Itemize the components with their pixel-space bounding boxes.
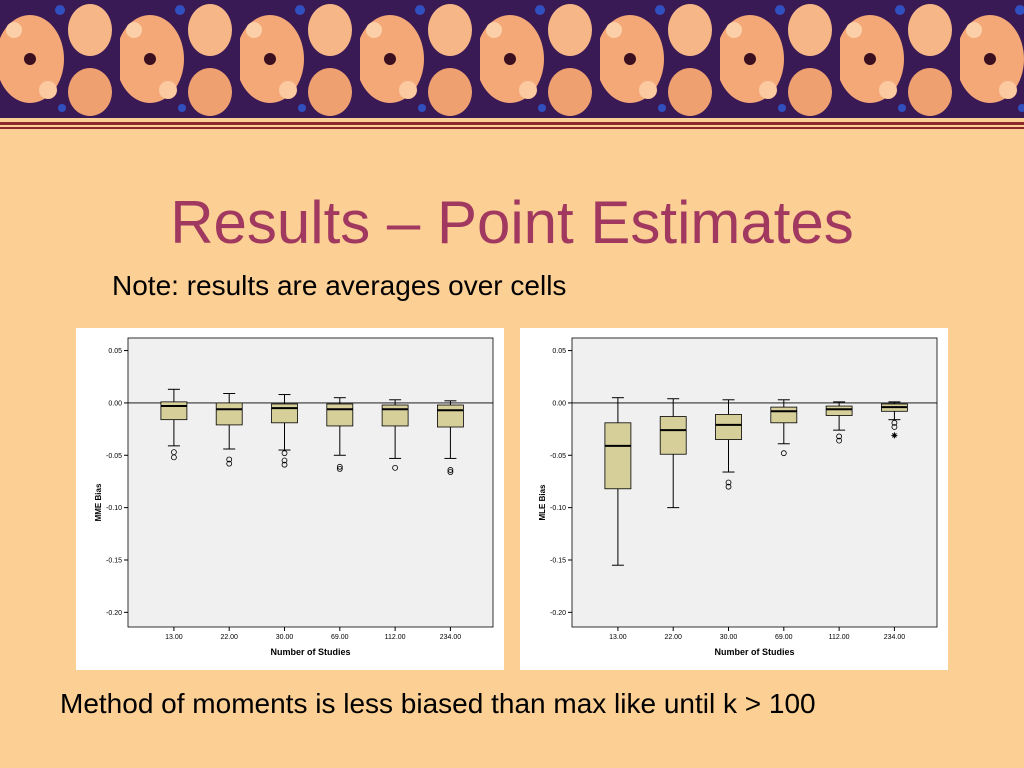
x-tick-label: 112.00 <box>829 634 850 641</box>
box <box>437 404 464 428</box>
outlier <box>725 479 732 486</box>
outlier <box>891 419 898 426</box>
y-tick-label: -0.05 <box>106 453 122 460</box>
extreme <box>891 432 898 439</box>
y-tick-label: 0.00 <box>552 400 566 407</box>
chart: 0.05 0.00 -0.05 -0.10 -0.15 -0.20 13.00 22.00 30… <box>520 328 948 670</box>
outlier <box>226 456 233 463</box>
y-tick-label: 0.05 <box>108 348 122 355</box>
x-tick-label: 22.00 <box>220 634 238 641</box>
box <box>825 405 853 416</box>
box <box>604 422 632 490</box>
outlier <box>171 449 177 456</box>
x-tick-label: 13.00 <box>165 634 183 641</box>
x-tick-label: 13.00 <box>609 634 627 641</box>
y-tick-label: -0.20 <box>550 610 566 617</box>
box <box>215 402 243 426</box>
y-tick-label: 0.05 <box>552 348 566 355</box>
x-axis-label: Number of Studies <box>714 647 794 657</box>
x-tick-label: 112.00 <box>385 634 406 641</box>
note: Note: results are averages over cells <box>112 270 567 301</box>
x-tick-label: 30.00 <box>276 634 294 641</box>
x-axis-label: Number of Studies <box>270 647 350 657</box>
outlier <box>281 457 288 464</box>
slide-title: Results – Point Estimates <box>170 189 854 256</box>
y-tick-label: 0.00 <box>108 400 122 407</box>
outlier <box>336 465 343 472</box>
plot-area <box>127 337 494 628</box>
box <box>715 414 742 440</box>
y-tick-label: -0.05 <box>550 453 566 460</box>
outlier <box>836 433 843 440</box>
box <box>160 401 188 421</box>
outlier <box>226 460 233 467</box>
x-tick-label: 30.00 <box>720 634 738 641</box>
banner <box>0 0 1024 129</box>
plot-area <box>571 337 938 628</box>
y-tick-label: -0.10 <box>106 505 122 512</box>
box <box>770 406 798 424</box>
x-tick-label: 234.00 <box>884 634 906 641</box>
y-tick-label: -0.15 <box>550 557 566 564</box>
x-tick-label: 22.00 <box>664 634 682 641</box>
outlier <box>392 464 399 471</box>
box <box>881 403 908 412</box>
y-tick-label: -0.20 <box>106 610 122 617</box>
chart: 0.05 0.00 -0.05 -0.10 -0.15 -0.20 13.00 22.00 30… <box>76 328 504 670</box>
box <box>381 404 409 427</box>
y-tick-label: -0.10 <box>550 505 566 512</box>
x-tick-label: 234.00 <box>440 634 462 641</box>
box <box>326 403 354 427</box>
outlier <box>447 469 454 475</box>
box <box>659 416 687 455</box>
chart-panel <box>76 328 504 670</box>
y-axis-label: MLE Bias <box>538 484 547 521</box>
outlier <box>780 450 787 457</box>
outlier <box>281 461 288 468</box>
outlier <box>171 454 177 461</box>
box <box>271 403 298 424</box>
y-tick-label: -0.15 <box>106 557 122 564</box>
outlier <box>281 450 288 457</box>
x-tick-label: 69.00 <box>331 634 349 641</box>
outlier <box>836 437 843 444</box>
y-axis-label: MME Bias <box>94 483 103 521</box>
outlier <box>447 467 454 473</box>
x-tick-label: 69.00 <box>775 634 793 641</box>
outlier <box>336 463 343 470</box>
outlier <box>891 424 898 430</box>
footer: Method of moments is less biased than ma… <box>60 688 816 719</box>
chart-panel <box>520 328 948 670</box>
outlier <box>725 483 732 490</box>
